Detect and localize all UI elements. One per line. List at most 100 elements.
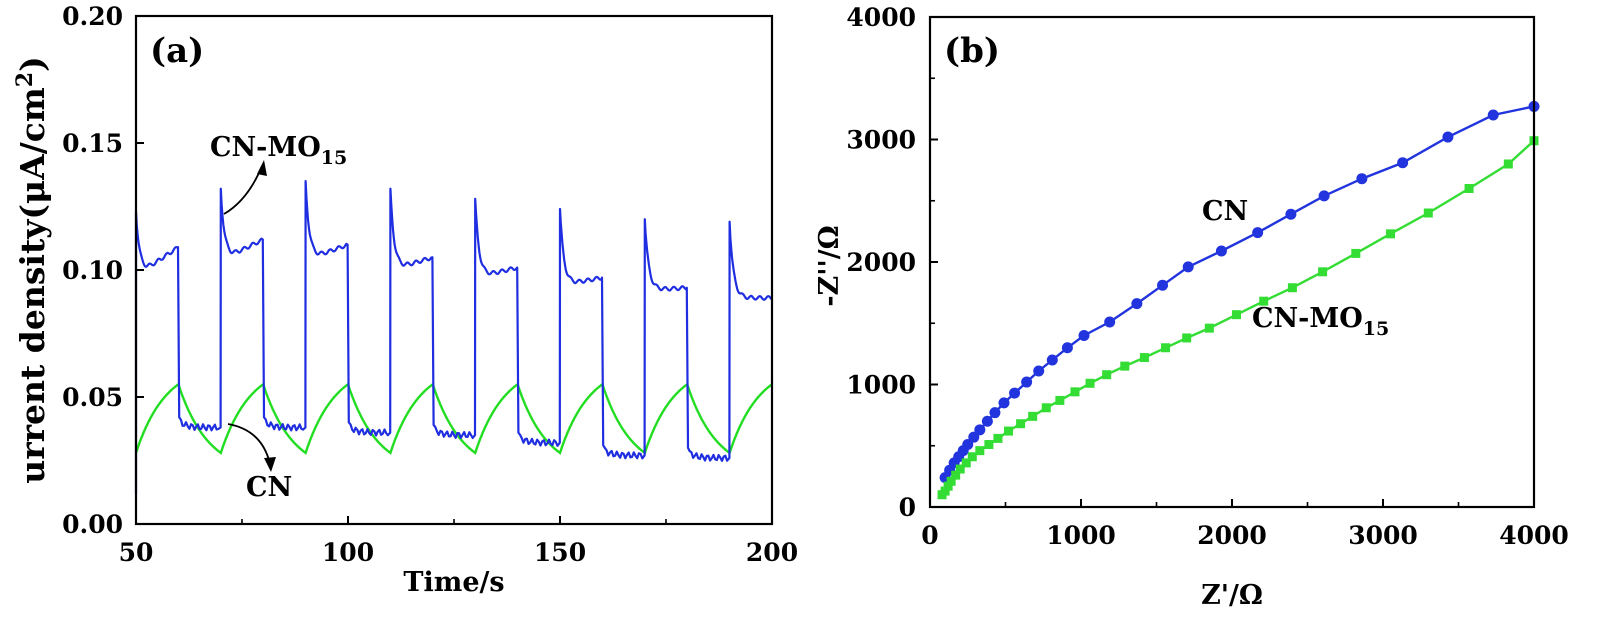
series-cn-mo15-point <box>1423 208 1433 218</box>
panel-b-annotation-cn-mo15-main: CN-MO <box>1252 303 1363 334</box>
series-cn-point <box>1046 354 1058 366</box>
series-cn-point <box>1104 316 1116 328</box>
panel-b-annotation-cn: CN <box>1202 196 1248 227</box>
panel-a-arrow-cn-mo15 <box>223 165 263 215</box>
panel-a-plot-area <box>134 180 773 494</box>
series-cn-mo15-point <box>961 458 971 468</box>
series-cn-mo15-line <box>134 180 773 494</box>
series-cn-mo15-point <box>1139 353 1149 363</box>
panel-a-arrowhead-cn-mo15 <box>257 160 267 176</box>
panel-a-y-axis-label: urrent density(μA/cm2) <box>12 56 52 483</box>
series-cn-mo15-point <box>1318 267 1328 277</box>
panel-a-annotation-cn-mo15-main: CN-MO <box>210 132 321 163</box>
panel-a-label: (a) <box>150 31 204 71</box>
series-cn-mo15-point <box>984 440 994 450</box>
series-cn-mo15-point <box>1287 283 1297 293</box>
panel-b-annotation-cn-mo15: CN-MO15 <box>1252 303 1389 340</box>
series-cn-point <box>1252 227 1264 239</box>
panel-a-y-axis-label-main: urrent density(μA/cm <box>13 87 52 484</box>
panel-b-x-tick-label: 1000 <box>1046 521 1116 550</box>
panel-b-x-tick-label: 4000 <box>1499 521 1569 550</box>
series-cn-line <box>134 382 773 455</box>
panel-b-y-tick-label: 0 <box>899 493 916 522</box>
panel-b-plot-area <box>937 100 1540 500</box>
panel-b: 0 1000 2000 3000 4000 0 1000 2000 3000 4000 (b) Z… <box>814 3 1569 611</box>
panel-a: 50 100 150 200 0.00 0.05 0.10 0.15 0.20 (a) Time… <box>12 2 798 598</box>
panel-a-arrowhead-cn <box>264 457 276 472</box>
series-cn-point <box>1397 157 1409 169</box>
panel-a-y-axis-label-close: ) <box>13 56 52 72</box>
panel-a-y-tick-label: 0.05 <box>62 383 123 412</box>
series-cn-mo15-point <box>1055 395 1065 405</box>
series-cn-point <box>998 397 1010 409</box>
series-cn-mo15-point <box>975 446 985 456</box>
panel-b-y-tick-label: 4000 <box>846 3 916 32</box>
series-cn-mo15-point <box>946 476 956 486</box>
panel-a-x-tick-label: 50 <box>119 538 154 567</box>
series-cn-mo15-point <box>1503 159 1513 169</box>
panel-a-x-tick-label: 100 <box>322 538 374 567</box>
series-cn-mo15-point <box>1041 403 1051 413</box>
series-cn-mo15-point <box>1351 248 1361 258</box>
panel-a-annotation-cn-mo15: CN-MO15 <box>210 132 347 169</box>
series-cn-mo15-point <box>1182 333 1192 343</box>
series-cn-point <box>1182 261 1194 273</box>
series-cn-point <box>1021 376 1033 388</box>
series-cn-point <box>1285 208 1297 220</box>
series-cn-point <box>1078 330 1090 341</box>
series-cn-point <box>962 439 974 451</box>
series-cn-mo15-point <box>1161 343 1171 353</box>
panel-b-y-tick-label: 1000 <box>846 371 916 400</box>
series-cn-point <box>1009 387 1021 399</box>
series-cn-point <box>974 424 986 436</box>
panel-a-y-tick-label: 0.20 <box>62 2 123 31</box>
series-cn-mo15-point <box>1259 296 1269 306</box>
panel-a-y-tick-label: 0.00 <box>62 510 123 539</box>
panel-a-arrow-cn <box>227 423 271 465</box>
series-cn-mo15-point <box>1070 387 1080 397</box>
series-cn-point <box>1033 365 1045 377</box>
series-cn-point <box>981 415 993 427</box>
series-cn-line <box>944 105 1535 479</box>
series-cn-mo15-point <box>943 481 953 491</box>
series-cn-mo15-point <box>1004 426 1014 436</box>
panel-a-annotation-cn-mo15-sub: 15 <box>321 147 347 169</box>
series-cn-mo15-point <box>993 433 1003 443</box>
panel-a-ticks: 50 100 150 200 0.00 0.05 0.10 0.15 0.20 <box>62 2 798 567</box>
panel-b-x-axis-label: Z'/Ω <box>1201 580 1263 611</box>
series-cn-point <box>1061 342 1073 354</box>
panel-b-ticks: 0 1000 2000 3000 4000 0 1000 2000 3000 4000 <box>846 3 1568 550</box>
panel-b-y-axis-label: -Z''/Ω <box>814 225 845 306</box>
panel-b-x-tick-label: 0 <box>921 521 938 550</box>
series-cn-point <box>1487 109 1499 121</box>
series-cn-point <box>1442 131 1454 143</box>
panel-a-frame <box>134 14 774 526</box>
panel-b-annotation-cn-mo15-sub: 15 <box>1363 318 1389 340</box>
panel-b-x-tick-label: 3000 <box>1348 521 1418 550</box>
series-cn-mo15-point <box>1464 184 1474 193</box>
series-cn-point <box>1157 279 1169 291</box>
series-cn-mo15-point <box>967 452 977 462</box>
panel-b-y-tick-label: 3000 <box>846 126 916 155</box>
panel-b-x-tick-label: 2000 <box>1197 521 1267 550</box>
series-cn-mo15-point <box>1386 229 1396 239</box>
series-cn-mo15-point <box>1120 361 1130 371</box>
panel-a-y-tick-label: 0.15 <box>62 129 123 158</box>
series-cn-point <box>1318 190 1330 202</box>
series-cn-point <box>1215 245 1227 257</box>
panel-b-label: (b) <box>944 31 1000 71</box>
panel-a-x-axis-label: Time/s <box>403 567 504 598</box>
panel-a-y-tick-label: 0.10 <box>62 256 123 285</box>
series-cn-mo15-point <box>940 486 950 496</box>
panel-a-annotation-cn: CN <box>246 472 292 503</box>
series-cn-mo15-point <box>1016 419 1026 429</box>
series-cn-point <box>1131 298 1143 310</box>
series-cn-mo15-point <box>1085 378 1095 388</box>
series-cn-point <box>968 431 980 443</box>
series-cn-mo15-point <box>1102 370 1112 380</box>
series-cn-point <box>1356 173 1368 185</box>
series-cn-mo15-point <box>1232 310 1242 320</box>
panel-b-frame <box>928 15 1536 509</box>
series-cn-mo15-point <box>1028 411 1038 421</box>
panel-a-x-tick-label: 200 <box>746 538 798 567</box>
